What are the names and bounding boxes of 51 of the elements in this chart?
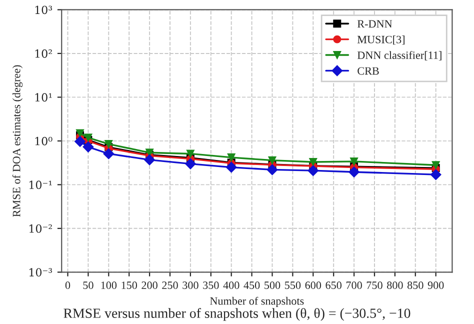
y-tick-label: 10³ [35,6,52,14]
legend-label: R-DNN [357,20,392,28]
y-tick-label: 10⁻³ [29,268,52,277]
point [186,150,194,158]
point [308,165,319,176]
x-tick-label: 550 [285,282,301,290]
point [227,153,236,162]
legend-label: MUSIC[3] [357,35,404,45]
x-tick-label: 500 [264,282,280,290]
point [82,141,94,152]
point [185,158,196,170]
point [104,140,113,148]
x-tick-label: 650 [326,282,342,290]
x-tick-label: 0 [65,282,70,290]
x-tick-label: 900 [428,282,444,290]
legend-label: CRB [358,67,379,75]
x-tick-label: 700 [346,282,362,290]
text: RMSE versus number of snapshots when (θ, θ) = (−30.5°, −10 [64,308,410,321]
point [309,158,318,166]
legend-label: DNN classifier[11] [357,51,442,60]
y-tick-label: 10⁻² [29,224,52,233]
point [268,156,276,164]
y-tick-label: 10¹ [35,93,52,102]
y-tick-label: 10⁻¹ [29,180,52,190]
point [103,148,114,160]
y-tick-label: 10² [35,49,52,58]
x-tick-label: 300 [182,282,198,290]
point [84,134,92,142]
x-axis-title: Number of snapshots [210,296,304,308]
point [266,164,278,176]
point [348,166,360,178]
point [144,154,155,166]
x-tick-label: 400 [223,282,240,290]
point [430,169,442,180]
x-tick-label: 50 [83,282,94,290]
y-tick-label: 10⁰ [35,136,52,146]
x-tick-label: 200 [142,282,158,290]
x-tick-label: 350 [203,282,219,290]
y-axis-title: RMSE of DOA estimates (degree) [12,65,23,217]
point [74,136,86,147]
x-tick-label: 850 [407,282,424,290]
point [226,162,237,173]
point [350,157,358,166]
x-tick-label: 100 [101,282,117,290]
point [432,161,440,170]
x-tick-label: 250 [162,282,178,290]
x-tick-label: 450 [244,282,260,290]
x-tick-label: 750 [366,282,382,290]
x-tick-label: 600 [305,282,322,290]
x-tick-label: 800 [387,282,403,290]
x-tick-label: 150 [122,282,138,290]
